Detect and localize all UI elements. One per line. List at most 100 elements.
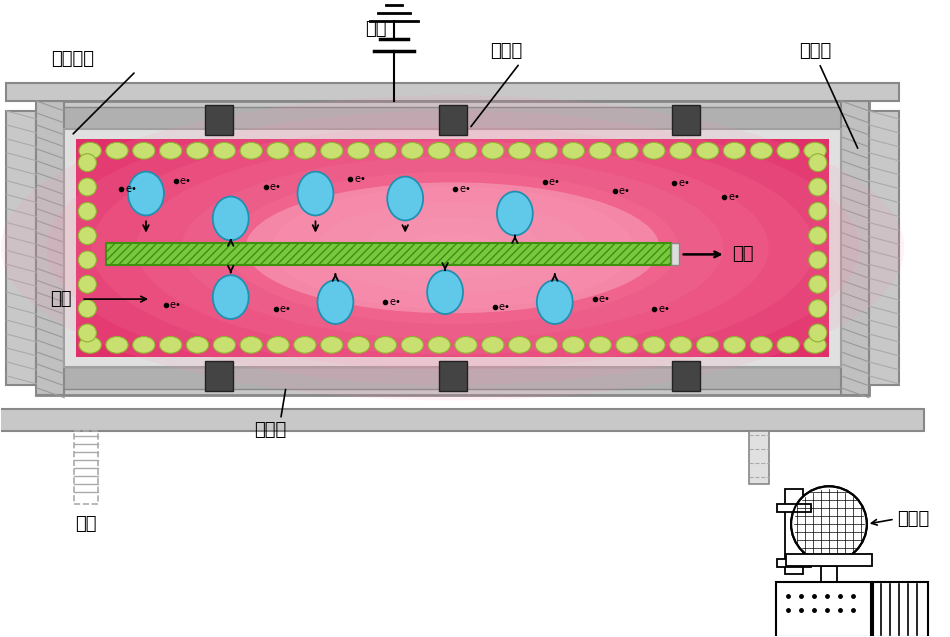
Bar — [45, 107, 861, 129]
Ellipse shape — [750, 336, 772, 354]
Ellipse shape — [272, 187, 634, 309]
Ellipse shape — [536, 143, 558, 159]
Ellipse shape — [401, 336, 424, 354]
Ellipse shape — [562, 143, 584, 159]
Bar — [65, 129, 841, 367]
Bar — [777, 505, 811, 512]
Ellipse shape — [428, 336, 450, 354]
Ellipse shape — [808, 275, 826, 293]
Ellipse shape — [696, 336, 719, 354]
Ellipse shape — [297, 171, 333, 215]
Bar — [777, 559, 811, 567]
Ellipse shape — [105, 143, 128, 159]
Ellipse shape — [46, 110, 859, 385]
Ellipse shape — [105, 336, 128, 354]
Ellipse shape — [160, 143, 181, 159]
Text: e•: e• — [180, 176, 192, 185]
Ellipse shape — [186, 143, 209, 159]
Ellipse shape — [808, 251, 826, 269]
Text: e•: e• — [459, 183, 471, 194]
Ellipse shape — [428, 270, 463, 314]
Text: 中性粒子: 中性粒子 — [51, 50, 94, 68]
Ellipse shape — [245, 182, 659, 313]
Text: e•: e• — [598, 294, 611, 304]
Text: 进气: 进气 — [75, 515, 97, 533]
Ellipse shape — [267, 336, 289, 354]
Ellipse shape — [133, 143, 155, 159]
Ellipse shape — [78, 299, 96, 318]
Text: e•: e• — [125, 183, 137, 194]
Ellipse shape — [186, 336, 209, 354]
Ellipse shape — [320, 336, 343, 354]
Ellipse shape — [317, 280, 353, 324]
Bar — [786, 554, 872, 566]
Bar — [36, 101, 869, 395]
Text: e•: e• — [658, 304, 671, 314]
Text: 工件: 工件 — [732, 245, 754, 264]
Ellipse shape — [777, 336, 799, 354]
Ellipse shape — [804, 336, 826, 354]
Ellipse shape — [537, 280, 573, 324]
Bar — [36, 101, 65, 395]
Text: e•: e• — [499, 302, 511, 312]
Bar — [821, 566, 837, 601]
Text: e•: e• — [279, 304, 292, 314]
Ellipse shape — [78, 154, 96, 171]
Ellipse shape — [808, 227, 826, 245]
Ellipse shape — [133, 336, 155, 354]
Ellipse shape — [137, 141, 769, 355]
Ellipse shape — [240, 336, 262, 354]
Text: e•: e• — [170, 300, 181, 310]
Bar — [45, 367, 861, 389]
Ellipse shape — [401, 143, 424, 159]
Bar — [672, 361, 699, 390]
Ellipse shape — [428, 143, 450, 159]
Ellipse shape — [643, 336, 665, 354]
Text: 电极板: 电极板 — [490, 42, 522, 60]
Ellipse shape — [616, 336, 638, 354]
Ellipse shape — [348, 143, 370, 159]
Text: e•: e• — [549, 176, 560, 187]
Ellipse shape — [696, 143, 719, 159]
Ellipse shape — [455, 336, 477, 354]
Text: e•: e• — [618, 185, 631, 196]
Ellipse shape — [374, 143, 396, 159]
Bar — [439, 105, 466, 135]
Ellipse shape — [808, 299, 826, 318]
Ellipse shape — [808, 154, 826, 171]
Ellipse shape — [128, 171, 164, 215]
Ellipse shape — [804, 143, 826, 159]
Ellipse shape — [213, 275, 249, 319]
Text: e•: e• — [270, 182, 281, 192]
Bar — [672, 105, 699, 135]
Ellipse shape — [213, 143, 236, 159]
Ellipse shape — [536, 336, 558, 354]
Bar — [205, 361, 234, 390]
Ellipse shape — [750, 143, 772, 159]
Bar — [439, 361, 466, 390]
Ellipse shape — [91, 125, 814, 370]
Ellipse shape — [482, 143, 504, 159]
Ellipse shape — [79, 336, 102, 354]
Bar — [7, 111, 36, 385]
Ellipse shape — [388, 176, 423, 220]
Ellipse shape — [723, 336, 746, 354]
Ellipse shape — [317, 202, 588, 294]
Ellipse shape — [240, 143, 262, 159]
Ellipse shape — [181, 156, 724, 340]
Ellipse shape — [213, 336, 236, 354]
Ellipse shape — [589, 143, 612, 159]
Text: e•: e• — [354, 174, 367, 183]
Bar — [0, 408, 923, 431]
Ellipse shape — [408, 233, 498, 263]
Ellipse shape — [78, 227, 96, 245]
Bar — [7, 83, 899, 101]
Ellipse shape — [589, 336, 612, 354]
Ellipse shape — [227, 171, 678, 324]
Ellipse shape — [808, 324, 826, 342]
Ellipse shape — [777, 143, 799, 159]
Ellipse shape — [723, 143, 746, 159]
Ellipse shape — [1, 95, 904, 401]
Bar — [869, 111, 899, 385]
Ellipse shape — [497, 192, 533, 235]
